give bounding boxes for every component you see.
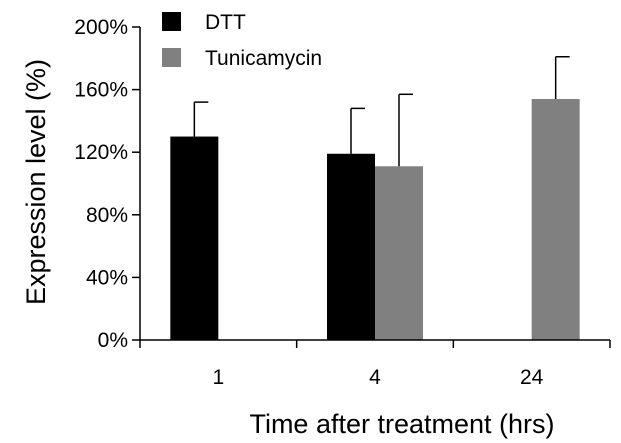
- legend: DTT Tunicamycin: [162, 11, 322, 70]
- x-tick-label-24: 24: [520, 366, 544, 389]
- error-bars-layer: [193, 55, 570, 167]
- legend-label-tunicamycin: Tunicamycin: [205, 47, 322, 70]
- legend-swatch-dtt: [162, 12, 181, 31]
- bar-dtt-1: [170, 136, 219, 340]
- y-tick-label-3: 120%: [74, 141, 128, 164]
- legend-swatch-tunicamycin: [162, 48, 181, 67]
- y-tick-label-2: 80%: [86, 204, 128, 227]
- y-tick-label-4: 160%: [74, 79, 128, 102]
- y-axis-title: Expression level (%): [21, 59, 51, 305]
- bar-tunicamycin-4: [375, 166, 423, 340]
- x-tick-label-1: 1: [212, 366, 224, 389]
- y-tick-label-1: 40%: [86, 266, 128, 289]
- bar-dtt-4: [327, 153, 375, 340]
- x-axis-title: Time after treatment (hrs): [249, 409, 554, 439]
- axes-layer: [139, 27, 610, 341]
- bars-layer: [170, 98, 580, 341]
- x-tick-label-4: 4: [369, 366, 381, 389]
- y-tick-label-5: 200%: [74, 16, 128, 39]
- y-tick-label-0: 0%: [98, 329, 128, 352]
- bar-tunicamycin-24: [531, 98, 580, 341]
- legend-label-dtt: DTT: [205, 11, 246, 34]
- ticks-layer: 0% 40% 80% 120% 160% 200% 1 4 24: [74, 16, 611, 389]
